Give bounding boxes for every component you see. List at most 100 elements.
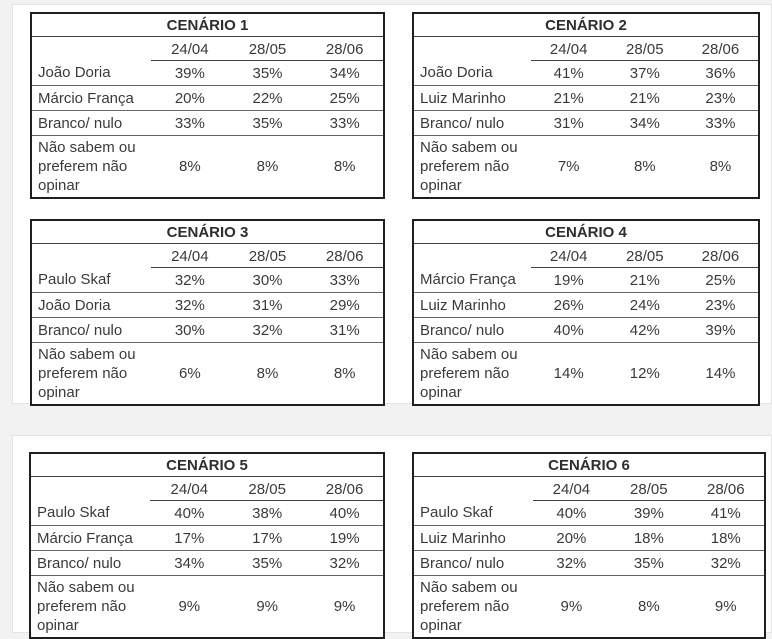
value-cell: 21% xyxy=(530,85,607,111)
value-cell: 38% xyxy=(228,500,307,526)
date-header-row: 24/04 28/05 28/06 xyxy=(413,476,765,501)
candidate-label: Paulo Skaf xyxy=(30,500,151,526)
scenario-table: CENÁRIO 2 24/04 28/05 28/06 João Doria 4… xyxy=(412,12,760,199)
value-cell: 32% xyxy=(151,267,229,293)
value-cell: 25% xyxy=(306,85,384,111)
value-cell: 35% xyxy=(610,550,688,576)
candidate-label: Não sabem ou preferem não opinar xyxy=(38,346,136,401)
candidate-label: João Doria xyxy=(413,60,531,86)
date-header: 24/04 xyxy=(150,476,229,501)
scenario-title-row: CENÁRIO 1 xyxy=(31,13,384,37)
value-cell: 31% xyxy=(530,110,607,136)
value-cell: 37% xyxy=(606,60,683,86)
table-row: Branco/ nulo 31% 34% 33% xyxy=(413,110,759,136)
value-cell: 17% xyxy=(150,525,229,551)
value-cell: 7% xyxy=(557,158,580,175)
value-cell: 32% xyxy=(532,550,611,576)
candidate-label: Luiz Marinho xyxy=(413,85,531,111)
date-header: 28/05 xyxy=(610,476,688,501)
scenario-table: CENÁRIO 3 24/04 28/05 28/06 Paulo Skaf 3… xyxy=(30,219,385,406)
table-row: João Doria 39% 35% 34% xyxy=(31,60,384,86)
value-cell: 30% xyxy=(151,317,229,343)
date-header: 24/04 xyxy=(151,36,229,61)
table-row: Branco/ nulo 30% 32% 31% xyxy=(31,317,384,343)
value-cell: 8% xyxy=(709,158,732,175)
candidate-label: Branco/ nulo xyxy=(413,110,531,136)
value-cell: 33% xyxy=(306,110,384,136)
value-cell: 6% xyxy=(179,365,201,382)
value-cell: 9% xyxy=(333,598,356,615)
date-header-row: 24/04 28/05 28/06 xyxy=(413,36,759,61)
value-cell: 21% xyxy=(606,267,683,293)
candidate-label: Paulo Skaf xyxy=(31,267,152,293)
value-cell: 33% xyxy=(682,110,759,136)
value-cell: 9% xyxy=(560,598,583,615)
table-row: Não sabem ou preferem não opinar 9% 9% 9… xyxy=(30,576,384,639)
table-row: Márcio França 20% 22% 25% xyxy=(31,85,384,111)
candidate-label: Luiz Marinho xyxy=(413,292,531,318)
value-cell: 31% xyxy=(228,292,307,318)
date-header: 24/04 xyxy=(530,36,607,61)
value-cell: 32% xyxy=(151,292,229,318)
scenario-title: CENÁRIO 5 xyxy=(30,453,384,477)
value-cell: 8% xyxy=(256,365,279,382)
scenario-5-table-slot: CENÁRIO 5 24/04 28/05 28/06 Paulo Skaf 4… xyxy=(29,452,385,639)
table-row: Branco/ nulo 34% 35% 32% xyxy=(30,550,384,576)
value-cell: 40% xyxy=(306,500,384,526)
date-header: 28/05 xyxy=(606,243,683,268)
value-cell: 35% xyxy=(228,110,307,136)
date-header: 28/06 xyxy=(687,476,765,501)
candidate-label: Não sabem ou preferem não opinar xyxy=(420,579,518,634)
date-header: 28/06 xyxy=(306,243,384,268)
value-cell: 14% xyxy=(705,365,736,382)
table-row: Paulo Skaf 40% 38% 40% xyxy=(30,500,384,526)
value-cell: 35% xyxy=(228,550,307,576)
table-row: João Doria 41% 37% 36% xyxy=(413,60,759,86)
candidate-label: João Doria xyxy=(31,292,152,318)
candidate-label: Márcio França xyxy=(413,267,531,293)
date-header: 28/05 xyxy=(228,36,307,61)
value-cell: 31% xyxy=(306,317,384,343)
scenario-title-row: CENÁRIO 6 xyxy=(413,453,765,477)
value-cell: 17% xyxy=(228,525,307,551)
scenario-title: CENÁRIO 6 xyxy=(413,453,765,477)
value-cell: 21% xyxy=(606,85,683,111)
scenario-table: CENÁRIO 1 24/04 28/05 28/06 João Doria 3… xyxy=(30,12,385,199)
value-cell: 20% xyxy=(532,525,611,551)
value-cell: 34% xyxy=(150,550,229,576)
value-cell: 8% xyxy=(256,158,279,175)
table-row: João Doria 32% 31% 29% xyxy=(31,292,384,318)
scenario-title: CENÁRIO 2 xyxy=(413,13,759,37)
scenario-title: CENÁRIO 4 xyxy=(413,220,759,244)
scenario-table: CENÁRIO 4 24/04 28/05 28/06 Márcio Franç… xyxy=(412,219,760,406)
table-row: Luiz Marinho 26% 24% 23% xyxy=(413,292,759,318)
scenario-title: CENÁRIO 1 xyxy=(31,13,384,37)
scenario-3-table-slot: CENÁRIO 3 24/04 28/05 28/06 Paulo Skaf 3… xyxy=(30,219,385,406)
date-header: 28/05 xyxy=(606,36,683,61)
value-cell: 18% xyxy=(610,525,688,551)
value-cell: 42% xyxy=(606,317,683,343)
value-cell: 32% xyxy=(228,317,307,343)
corner-cell xyxy=(31,244,151,268)
value-cell: 8% xyxy=(333,365,356,382)
value-cell: 33% xyxy=(151,110,229,136)
candidate-label: João Doria xyxy=(31,60,152,86)
value-cell: 39% xyxy=(682,317,759,343)
value-cell: 40% xyxy=(150,500,229,526)
date-header: 24/04 xyxy=(530,243,607,268)
candidate-label: Branco/ nulo xyxy=(31,110,152,136)
value-cell: 36% xyxy=(682,60,759,86)
scenario-4-table-slot: CENÁRIO 4 24/04 28/05 28/06 Márcio Franç… xyxy=(412,219,760,406)
value-cell: 8% xyxy=(333,158,356,175)
scenario-title: CENÁRIO 3 xyxy=(31,220,384,244)
scenario-title-row: CENÁRIO 5 xyxy=(30,453,384,477)
value-cell: 8% xyxy=(633,158,656,175)
scenario-1-table-slot: CENÁRIO 1 24/04 28/05 28/06 João Doria 3… xyxy=(30,12,385,199)
table-row: Paulo Skaf 40% 39% 41% xyxy=(413,500,765,526)
corner-cell xyxy=(413,244,531,268)
value-cell: 39% xyxy=(151,60,229,86)
date-header-row: 24/04 28/05 28/06 xyxy=(31,36,384,61)
table-row: Branco/ nulo 32% 35% 32% xyxy=(413,550,765,576)
candidate-label: Branco/ nulo xyxy=(413,550,533,576)
